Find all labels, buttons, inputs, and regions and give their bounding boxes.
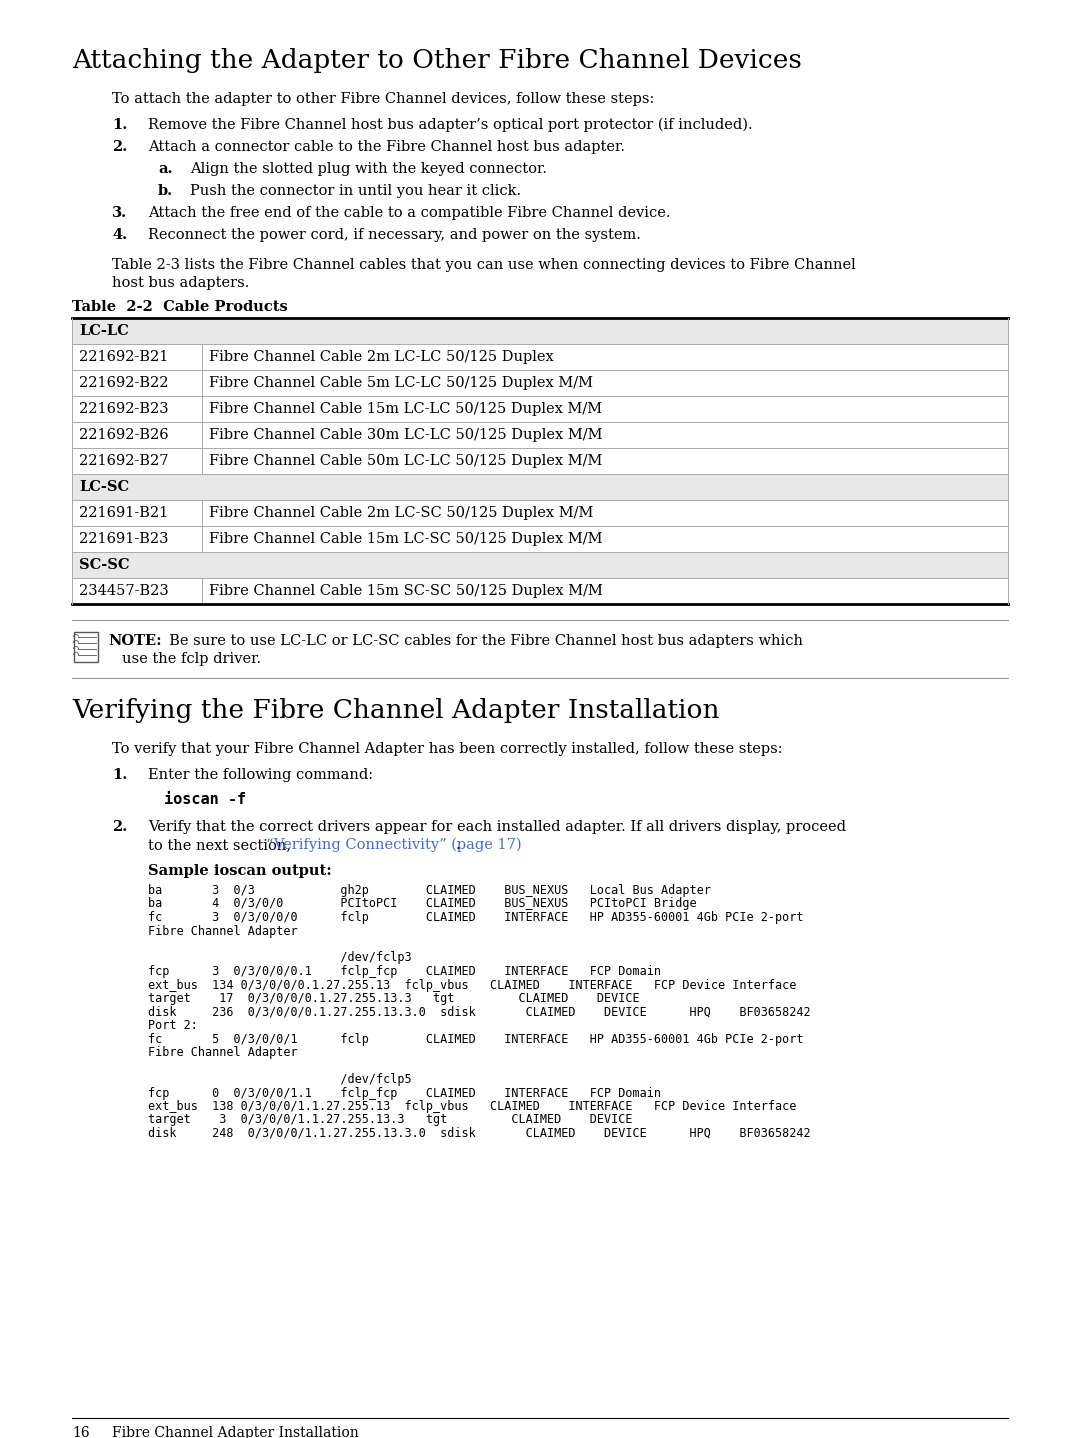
Text: 1.: 1. bbox=[112, 118, 127, 132]
Text: fcp      0  0/3/0/0/1.1    fclp_fcp    CLAIMED    INTERFACE   FCP Domain: fcp 0 0/3/0/0/1.1 fclp_fcp CLAIMED INTER… bbox=[148, 1087, 661, 1100]
Text: 221692-B26: 221692-B26 bbox=[79, 429, 168, 441]
Text: a.: a. bbox=[158, 162, 173, 175]
Text: Be sure to use LC-LC or LC-SC cables for the Fibre Channel host bus adapters whi: Be sure to use LC-LC or LC-SC cables for… bbox=[160, 634, 804, 649]
Text: fcp      3  0/3/0/0/0.1    fclp_fcp    CLAIMED    INTERFACE   FCP Domain: fcp 3 0/3/0/0/0.1 fclp_fcp CLAIMED INTER… bbox=[148, 965, 661, 978]
Text: 2.: 2. bbox=[112, 139, 127, 154]
Text: Attach the free end of the cable to a compatible Fibre Channel device.: Attach the free end of the cable to a co… bbox=[148, 206, 671, 220]
Text: Fibre Channel Cable 2m LC-SC 50/125 Duplex M/M: Fibre Channel Cable 2m LC-SC 50/125 Dupl… bbox=[210, 506, 593, 521]
Text: Fibre Channel Adapter Installation: Fibre Channel Adapter Installation bbox=[112, 1426, 359, 1438]
Text: 221691-B21: 221691-B21 bbox=[79, 506, 168, 521]
Text: ba       3  0/3            gh2p        CLAIMED    BUS_NEXUS   Local Bus Adapter: ba 3 0/3 gh2p CLAIMED BUS_NEXUS Local Bu… bbox=[148, 884, 711, 897]
Text: ext_bus  138 0/3/0/0/1.1.27.255.13  fclp_vbus   CLAIMED    INTERFACE   FCP Devic: ext_bus 138 0/3/0/0/1.1.27.255.13 fclp_v… bbox=[148, 1100, 796, 1113]
Text: ioscan -f: ioscan -f bbox=[164, 792, 246, 807]
Text: ext_bus  134 0/3/0/0/0.1.27.255.13  fclp_vbus   CLAIMED    INTERFACE   FCP Devic: ext_bus 134 0/3/0/0/0.1.27.255.13 fclp_v… bbox=[148, 978, 796, 991]
Text: Verify that the correct drivers appear for each installed adapter. If all driver: Verify that the correct drivers appear f… bbox=[148, 820, 846, 834]
Text: 2.: 2. bbox=[112, 820, 127, 834]
Text: host bus adapters.: host bus adapters. bbox=[112, 276, 249, 290]
Text: 3.: 3. bbox=[112, 206, 127, 220]
Text: disk     248  0/3/0/0/1.1.27.255.13.3.0  sdisk       CLAIMED    DEVICE      HPQ : disk 248 0/3/0/0/1.1.27.255.13.3.0 sdisk… bbox=[148, 1127, 811, 1140]
Bar bbox=[72, 318, 1008, 344]
Bar bbox=[72, 552, 1008, 578]
Text: NOTE:: NOTE: bbox=[108, 634, 162, 649]
Text: fc       5  0/3/0/0/1      fclp        CLAIMED    INTERFACE   HP AD355-60001 4Gb: fc 5 0/3/0/0/1 fclp CLAIMED INTERFACE HP… bbox=[148, 1032, 804, 1045]
Text: .: . bbox=[456, 838, 461, 851]
Text: LC-SC: LC-SC bbox=[79, 480, 130, 495]
Text: 221692-B23: 221692-B23 bbox=[79, 403, 168, 416]
Bar bbox=[75, 631, 98, 661]
Text: /dev/fclp5: /dev/fclp5 bbox=[148, 1073, 411, 1086]
Text: to the next section,: to the next section, bbox=[148, 838, 296, 851]
Text: Remove the Fibre Channel host bus adapter’s optical port protector (if included): Remove the Fibre Channel host bus adapte… bbox=[148, 118, 753, 132]
Text: Fibre Channel Cable 50m LC-LC 50/125 Duplex M/M: Fibre Channel Cable 50m LC-LC 50/125 Dup… bbox=[210, 454, 603, 467]
Text: Table 2-3 lists the Fibre Channel cables that you can use when connecting device: Table 2-3 lists the Fibre Channel cables… bbox=[112, 257, 855, 272]
Text: Align the slotted plug with the keyed connector.: Align the slotted plug with the keyed co… bbox=[190, 162, 546, 175]
Text: Fibre Channel Adapter: Fibre Channel Adapter bbox=[148, 925, 298, 938]
Text: Fibre Channel Cable 15m LC-SC 50/125 Duplex M/M: Fibre Channel Cable 15m LC-SC 50/125 Dup… bbox=[210, 532, 603, 546]
Text: Sample ioscan output:: Sample ioscan output: bbox=[148, 864, 332, 879]
Text: target    17  0/3/0/0/0.1.27.255.13.3   tgt         CLAIMED    DEVICE: target 17 0/3/0/0/0.1.27.255.13.3 tgt CL… bbox=[148, 992, 639, 1005]
Text: 1.: 1. bbox=[112, 768, 127, 782]
Text: ba       4  0/3/0/0        PCItoPCI    CLAIMED    BUS_NEXUS   PCItoPCI Bridge: ba 4 0/3/0/0 PCItoPCI CLAIMED BUS_NEXUS … bbox=[148, 897, 697, 910]
Text: Fibre Channel Cable 15m LC-LC 50/125 Duplex M/M: Fibre Channel Cable 15m LC-LC 50/125 Dup… bbox=[210, 403, 603, 416]
Text: Table  2-2  Cable Products: Table 2-2 Cable Products bbox=[72, 301, 287, 313]
Text: To verify that your Fibre Channel Adapter has been correctly installed, follow t: To verify that your Fibre Channel Adapte… bbox=[112, 742, 783, 756]
Text: 221692-B21: 221692-B21 bbox=[79, 349, 168, 364]
Text: /dev/fclp3: /dev/fclp3 bbox=[148, 952, 411, 965]
Text: LC-LC: LC-LC bbox=[79, 324, 129, 338]
Text: Port 2:: Port 2: bbox=[148, 1020, 198, 1032]
Text: Fibre Channel Cable 30m LC-LC 50/125 Duplex M/M: Fibre Channel Cable 30m LC-LC 50/125 Dup… bbox=[210, 429, 603, 441]
Text: SC-SC: SC-SC bbox=[79, 558, 130, 572]
Text: To attach the adapter to other Fibre Channel devices, follow these steps:: To attach the adapter to other Fibre Cha… bbox=[112, 92, 654, 106]
Text: use the fclp driver.: use the fclp driver. bbox=[122, 651, 261, 666]
Text: Fibre Channel Cable 15m SC-SC 50/125 Duplex M/M: Fibre Channel Cable 15m SC-SC 50/125 Dup… bbox=[210, 584, 603, 598]
Text: 16: 16 bbox=[72, 1426, 90, 1438]
Text: disk     236  0/3/0/0/0.1.27.255.13.3.0  sdisk       CLAIMED    DEVICE      HPQ : disk 236 0/3/0/0/0.1.27.255.13.3.0 sdisk… bbox=[148, 1005, 811, 1018]
Text: “Verifying Connectivity” (page 17): “Verifying Connectivity” (page 17) bbox=[266, 838, 522, 853]
Text: b.: b. bbox=[158, 184, 173, 198]
Text: fc       3  0/3/0/0/0      fclp        CLAIMED    INTERFACE   HP AD355-60001 4Gb: fc 3 0/3/0/0/0 fclp CLAIMED INTERFACE HP… bbox=[148, 912, 804, 925]
Text: Enter the following command:: Enter the following command: bbox=[148, 768, 373, 782]
Text: Fibre Channel Cable 5m LC-LC 50/125 Duplex M/M: Fibre Channel Cable 5m LC-LC 50/125 Dupl… bbox=[210, 375, 593, 390]
Text: 221692-B27: 221692-B27 bbox=[79, 454, 168, 467]
Text: target    3  0/3/0/0/1.1.27.255.13.3   tgt         CLAIMED    DEVICE: target 3 0/3/0/0/1.1.27.255.13.3 tgt CLA… bbox=[148, 1113, 633, 1126]
Text: Attaching the Adapter to Other Fibre Channel Devices: Attaching the Adapter to Other Fibre Cha… bbox=[72, 47, 801, 73]
Text: Push the connector in until you hear it click.: Push the connector in until you hear it … bbox=[190, 184, 522, 198]
Text: 234457-B23: 234457-B23 bbox=[79, 584, 168, 598]
Text: Attach a connector cable to the Fibre Channel host bus adapter.: Attach a connector cable to the Fibre Ch… bbox=[148, 139, 625, 154]
Text: 221692-B22: 221692-B22 bbox=[79, 375, 168, 390]
Text: Verifying the Fibre Channel Adapter Installation: Verifying the Fibre Channel Adapter Inst… bbox=[72, 697, 719, 723]
Text: Reconnect the power cord, if necessary, and power on the system.: Reconnect the power cord, if necessary, … bbox=[148, 229, 640, 242]
Text: 221691-B23: 221691-B23 bbox=[79, 532, 168, 546]
Bar bbox=[72, 475, 1008, 500]
Text: 4.: 4. bbox=[112, 229, 127, 242]
Text: Fibre Channel Cable 2m LC-LC 50/125 Duplex: Fibre Channel Cable 2m LC-LC 50/125 Dupl… bbox=[210, 349, 554, 364]
Text: Fibre Channel Adapter: Fibre Channel Adapter bbox=[148, 1045, 298, 1058]
